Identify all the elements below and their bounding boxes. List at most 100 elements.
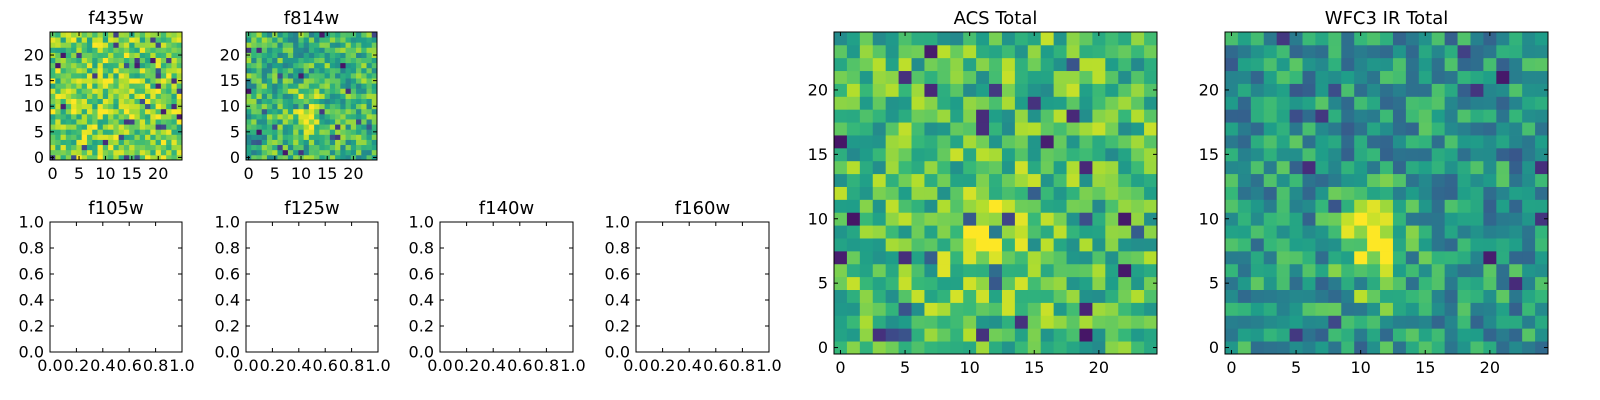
heatmap-cell: [976, 276, 990, 290]
heatmap-cell: [324, 67, 331, 74]
heatmap-cell: [1418, 276, 1433, 290]
heatmap-cell: [298, 129, 305, 135]
x-tick-label: 1.0: [169, 356, 194, 375]
heatmap-cell: [1354, 199, 1368, 213]
heatmap-cell: [335, 103, 341, 110]
heatmap-cell: [356, 42, 362, 48]
heatmap-cell: [937, 199, 951, 213]
heatmap-cell: [145, 134, 151, 140]
heatmap-cell: [298, 78, 305, 84]
heatmap-cell: [1105, 263, 1119, 278]
heatmap-cell: [1276, 57, 1290, 72]
heatmap-cell: [1328, 186, 1342, 200]
heatmap-cell: [150, 93, 156, 99]
heatmap-cell: [298, 124, 305, 130]
heatmap-cell: [86, 119, 93, 125]
heatmap-cell: [314, 119, 320, 125]
heatmap-cell: [1392, 328, 1407, 342]
heatmap-cell: [950, 147, 964, 162]
heatmap-cell: [319, 32, 325, 38]
heatmap-cell: [293, 139, 299, 146]
heatmap-cell: [160, 83, 167, 89]
heatmap-cell: [1237, 147, 1252, 162]
heatmap-cell: [366, 113, 373, 120]
heatmap-cell: [1470, 32, 1484, 46]
heatmap-cell: [1250, 70, 1265, 84]
heatmap-cell: [1444, 250, 1458, 265]
heatmap-cell: [55, 154, 61, 161]
heatmap-cell: [303, 144, 310, 151]
heatmap-cell: [246, 47, 252, 53]
heatmap-cell: [1354, 328, 1368, 342]
heatmap-cell: [1001, 186, 1016, 200]
heatmap-cell: [293, 78, 299, 84]
heatmap-cell: [335, 72, 341, 79]
heatmap-cell: [366, 57, 373, 64]
heatmap-cell: [963, 122, 977, 136]
heatmap-cell: [134, 83, 141, 89]
heatmap-cell: [308, 154, 315, 161]
heatmap-cell: [950, 276, 964, 290]
heatmap-cell: [1535, 160, 1549, 175]
heatmap-cell: [272, 139, 278, 146]
heatmap-cell: [1105, 109, 1119, 123]
heatmap-cell: [108, 78, 114, 84]
heatmap-cell: [134, 139, 141, 146]
heatmap-cell: [1237, 109, 1252, 123]
heatmap-cell: [272, 119, 278, 125]
heatmap-cell: [1315, 263, 1329, 278]
heatmap-cell: [1105, 341, 1119, 355]
heatmap-cell: [324, 37, 331, 43]
heatmap-cell: [282, 88, 289, 94]
heatmap-cell: [1522, 302, 1536, 316]
heatmap-cell: [92, 32, 98, 38]
heatmap-cell: [1405, 57, 1420, 72]
heatmap-cell: [1496, 122, 1510, 136]
heatmap-cell: [1444, 57, 1458, 72]
heatmap-cell: [50, 144, 56, 151]
x-tick-label: 5: [74, 164, 84, 183]
heatmap-cell: [324, 52, 331, 58]
heatmap-cell: [340, 83, 346, 89]
heatmap-cell: [251, 144, 257, 151]
heatmap-cell: [885, 96, 899, 110]
heatmap-cell: [65, 139, 72, 146]
heatmap-cell: [924, 302, 938, 316]
heatmap-cell: [1131, 263, 1145, 278]
heatmap-cell: [123, 47, 130, 53]
heatmap-cell: [366, 78, 373, 84]
heatmap-cell: [329, 42, 336, 48]
heatmap-cell: [303, 62, 310, 69]
heatmap-cell: [86, 32, 93, 38]
heatmap-cell: [1354, 122, 1368, 136]
heatmap-cell: [303, 154, 310, 161]
heatmap-cell: [872, 315, 887, 329]
x-tick-label: 0.6: [312, 356, 337, 375]
heatmap-cell: [166, 149, 172, 156]
heatmap-cell: [308, 144, 315, 151]
heatmap-cell: [1250, 57, 1265, 72]
heatmap-cell: [266, 98, 273, 105]
heatmap-cell: [1496, 135, 1510, 149]
heatmap-cell: [171, 78, 178, 84]
heatmap-cell: [937, 32, 951, 46]
heatmap-cell: [160, 113, 167, 120]
heatmap-cell: [1237, 122, 1252, 136]
heatmap-cell: [950, 70, 964, 84]
heatmap-cell: [155, 129, 162, 135]
heatmap-cell: [76, 119, 83, 125]
heatmap-cell: [251, 93, 257, 99]
heatmap-cell: [1457, 302, 1471, 316]
heatmap-cell: [1237, 199, 1252, 213]
heatmap-cell: [319, 93, 325, 99]
heatmap-cell: [71, 52, 77, 58]
heatmap-cell: [150, 78, 156, 84]
heatmap-cell: [361, 108, 367, 115]
heatmap-cell: [1144, 44, 1158, 59]
heatmap-cell: [108, 57, 114, 64]
heatmap-cell: [50, 134, 56, 140]
heatmap-cell: [129, 134, 135, 140]
heatmap-cell: [1367, 186, 1381, 200]
heatmap-cell: [335, 62, 341, 69]
heatmap-cell: [1237, 83, 1252, 97]
